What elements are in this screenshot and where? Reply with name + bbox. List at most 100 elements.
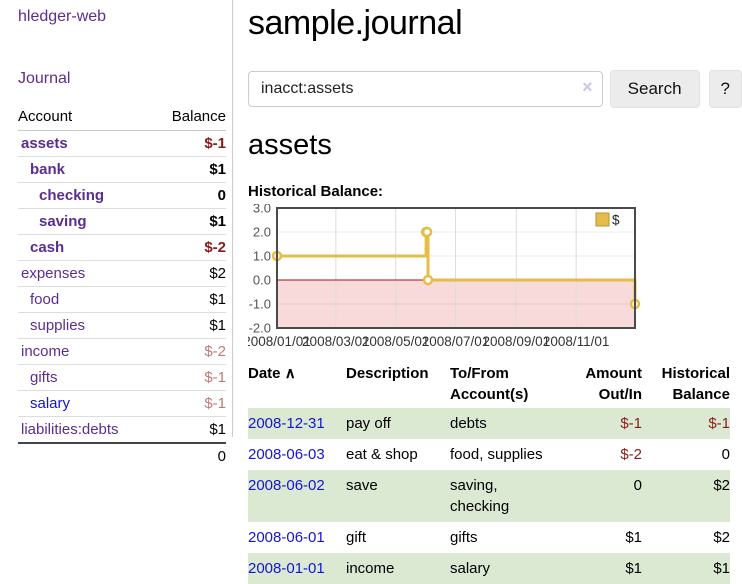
account-balance: $-1 [153,364,226,391]
data-point-marker [422,274,434,286]
search-input[interactable] [248,71,603,107]
account-link-assets[interactable]: assets [21,135,68,152]
main-panel: sample.journal × Search ? assets Histori… [248,0,742,584]
transaction-date-link[interactable]: 2008-06-02 [248,477,325,494]
x-axis-tick-label: 2008/01/01 [248,334,311,349]
legend-swatch [595,212,610,227]
account-heading: assets [248,129,332,161]
transaction-date-link[interactable]: 2008-12-31 [248,415,325,432]
x-axis-tick-label: 2008/05/01 [362,334,430,349]
account-link-saving[interactable]: saving [39,213,87,230]
sidebar-divider [232,0,233,437]
plot-border [276,207,636,329]
account-row: saving $1 [18,208,226,235]
register-amount-cell: $-2 [620,446,642,463]
account-link-supplies[interactable]: supplies [30,317,86,334]
account-name-cell: liabilities:debts [18,416,154,444]
accounts-header-row: Account Balance [18,104,226,131]
register-date-cell: 2008-06-03 [248,439,346,470]
legend-label: $ [612,213,620,228]
register-balance-cell: $1 [713,560,730,577]
account-balance: $1 [153,416,226,444]
account-row: expenses $2 [18,260,226,287]
account-link-gifts[interactable]: gifts [30,369,58,386]
transaction-date-link[interactable]: 2008-01-01 [248,560,325,577]
account-row: bank $1 [18,156,226,183]
account-link-checking[interactable]: checking [39,187,105,204]
account-link-bank[interactable]: bank [30,161,66,178]
brand-link-hledger-web[interactable]: hledger-web [18,8,107,25]
sort-ascending-icon: ∧ [284,365,296,382]
search-button[interactable]: Search [609,70,700,108]
accounts-table: Account Balance assets $-1 bank $1 checking 0… [18,104,226,469]
chart-title: Historical Balance: [248,183,384,200]
register-amount-cell: 0 [633,477,642,494]
account-row: liabilities:debts $1 [18,416,226,444]
register-col-date[interactable]: Date ∧ [248,360,346,408]
sidebar: hledger-web Journal Account Balance asse… [0,0,232,469]
register-row: 2008-12-31 pay off debts $-1 $-1 [248,408,730,439]
register-date-cell: 2008-01-01 [248,553,346,584]
register-col-balance: Historical Balance [661,365,730,403]
search-box: × [248,71,603,107]
accounts-total-spacer [18,442,154,469]
x-axis-tick-label: 2008/03/01 [302,334,370,349]
register-date-cell: 2008-06-01 [248,522,346,553]
register-accounts-cell: gifts [450,529,478,546]
account-name-cell: gifts [18,364,154,391]
register-header-row: Date ∧ Description To/From Account(s) Am… [248,360,730,408]
y-axis-tick-label: 3.0 [253,204,271,216]
register-accounts-cell: food, supplies [450,446,543,463]
help-button[interactable]: ? [708,70,742,108]
register-description-cell: save [346,477,378,494]
data-point-marker [421,226,433,238]
historical-balance-chart: 3.0 2.0 1.0 0.0 -1.0 -2.02008/01/012008/03/01… [248,204,641,349]
register-balance-cell: $-1 [708,415,730,432]
register-amount-cell: $1 [625,560,642,577]
register-row: 2008-06-02 save saving, checking 0 $2 [248,470,730,522]
account-link-food[interactable]: food [30,291,60,308]
register-col-amount: Amount Out/In [585,365,642,403]
account-row: assets $-1 [18,130,226,157]
x-axis-tick-label: 2008/07/01 [422,334,490,349]
account-link-salary[interactable]: salary [30,395,71,412]
register-balance-cell: $2 [713,477,730,494]
y-axis-tick-label: 1.0 [253,249,271,264]
account-link-expenses[interactable]: expenses [21,265,86,282]
register-balance-cell: 0 [721,446,730,463]
accounts-total-value: 0 [153,442,226,469]
clear-search-icon[interactable]: × [582,77,593,97]
y-axis-tick-label: 2.0 [253,225,271,240]
register-date-cell: 2008-06-02 [248,470,346,522]
account-row: checking 0 [18,182,226,209]
account-row: salary $-1 [18,390,226,417]
accounts-col-account: Account [18,104,154,131]
register-accounts-cell: debts [450,415,487,432]
account-name-cell: cash [18,234,154,261]
account-balance: $2 [153,260,226,287]
account-balance: $-1 [153,390,226,417]
y-axis-tick-label: -1.0 [249,297,271,312]
sidebar-item-journal[interactable]: Journal [18,70,71,87]
register-col-accounts: To/From Account(s) [450,365,529,403]
y-axis-tick-label: -2.0 [249,321,271,336]
transaction-date-link[interactable]: 2008-06-01 [248,529,325,546]
register-balance-cell: $2 [713,529,730,546]
account-balance: $1 [153,208,226,235]
register-row: 2008-06-01 gift gifts $1 $2 [248,522,730,553]
account-name-cell: supplies [18,312,154,339]
accounts-col-balance: Balance [153,104,226,131]
account-balance: $-1 [153,130,226,157]
account-link-cash[interactable]: cash [30,239,65,256]
account-link-liabilities-debts[interactable]: liabilities:debts [21,421,119,438]
transaction-date-link[interactable]: 2008-06-03 [248,446,325,463]
account-name-cell: income [18,338,154,365]
account-name-cell: assets [18,130,154,157]
account-name-cell: checking [18,182,154,209]
page-title: sample.journal [248,4,463,42]
register-description-cell: income [346,560,395,577]
register-amount-cell: $-1 [620,415,642,432]
account-link-income[interactable]: income [21,343,70,360]
account-name-cell: food [18,286,154,313]
register-date-cell: 2008-12-31 [248,408,346,439]
